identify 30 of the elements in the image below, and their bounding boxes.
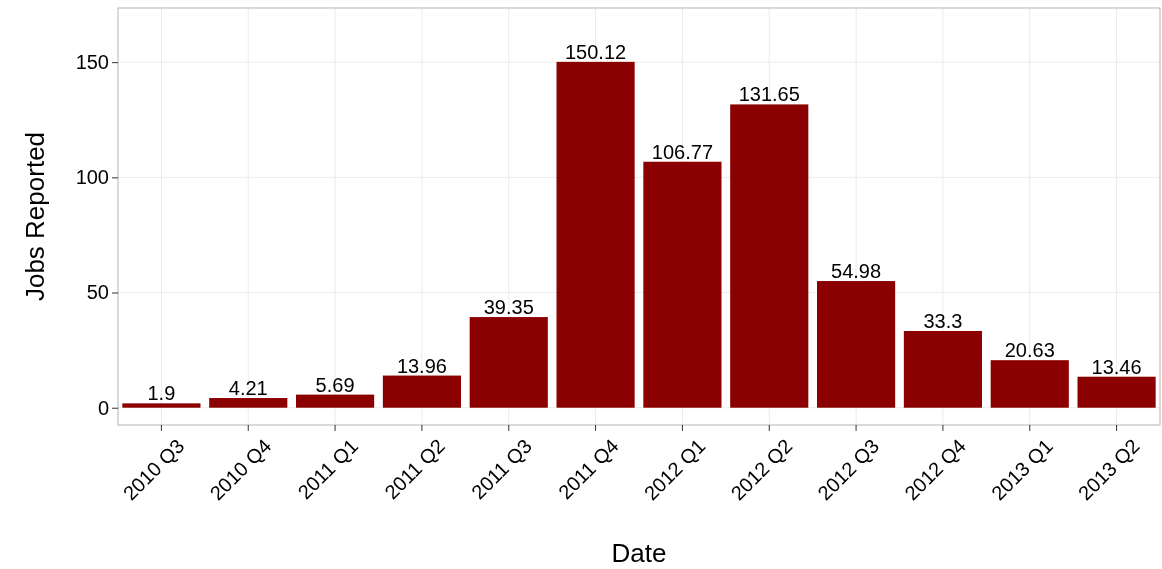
bar bbox=[903, 331, 982, 408]
y-tick-label: 100 bbox=[75, 166, 109, 189]
bar bbox=[469, 317, 548, 408]
bar bbox=[1077, 376, 1156, 408]
x-axis-title: Date bbox=[611, 538, 667, 568]
bar bbox=[382, 375, 461, 408]
data-label: 13.96 bbox=[396, 354, 447, 377]
bar bbox=[556, 61, 635, 408]
data-label: 106.77 bbox=[651, 140, 713, 163]
bar bbox=[817, 281, 896, 408]
y-tick-label: 0 bbox=[97, 396, 109, 419]
y-tick-label: 50 bbox=[86, 281, 109, 304]
data-label: 5.69 bbox=[315, 373, 355, 396]
bar bbox=[209, 398, 288, 408]
data-label: 150.12 bbox=[565, 40, 627, 63]
bar bbox=[296, 394, 375, 408]
data-label: 4.21 bbox=[228, 377, 268, 400]
bar bbox=[990, 360, 1069, 408]
data-label: 131.65 bbox=[738, 83, 800, 106]
data-label: 13.46 bbox=[1091, 355, 1142, 378]
bar bbox=[643, 161, 722, 408]
data-label: 54.98 bbox=[831, 260, 882, 283]
y-axis-title: Jobs Reported bbox=[20, 131, 50, 302]
data-label: 39.35 bbox=[483, 296, 534, 319]
data-label: 33.3 bbox=[923, 310, 963, 332]
bar bbox=[122, 403, 201, 408]
y-tick-label: 150 bbox=[75, 51, 109, 74]
bar bbox=[730, 104, 809, 408]
data-label: 20.63 bbox=[1004, 339, 1055, 362]
data-label: 1.9 bbox=[147, 382, 176, 405]
